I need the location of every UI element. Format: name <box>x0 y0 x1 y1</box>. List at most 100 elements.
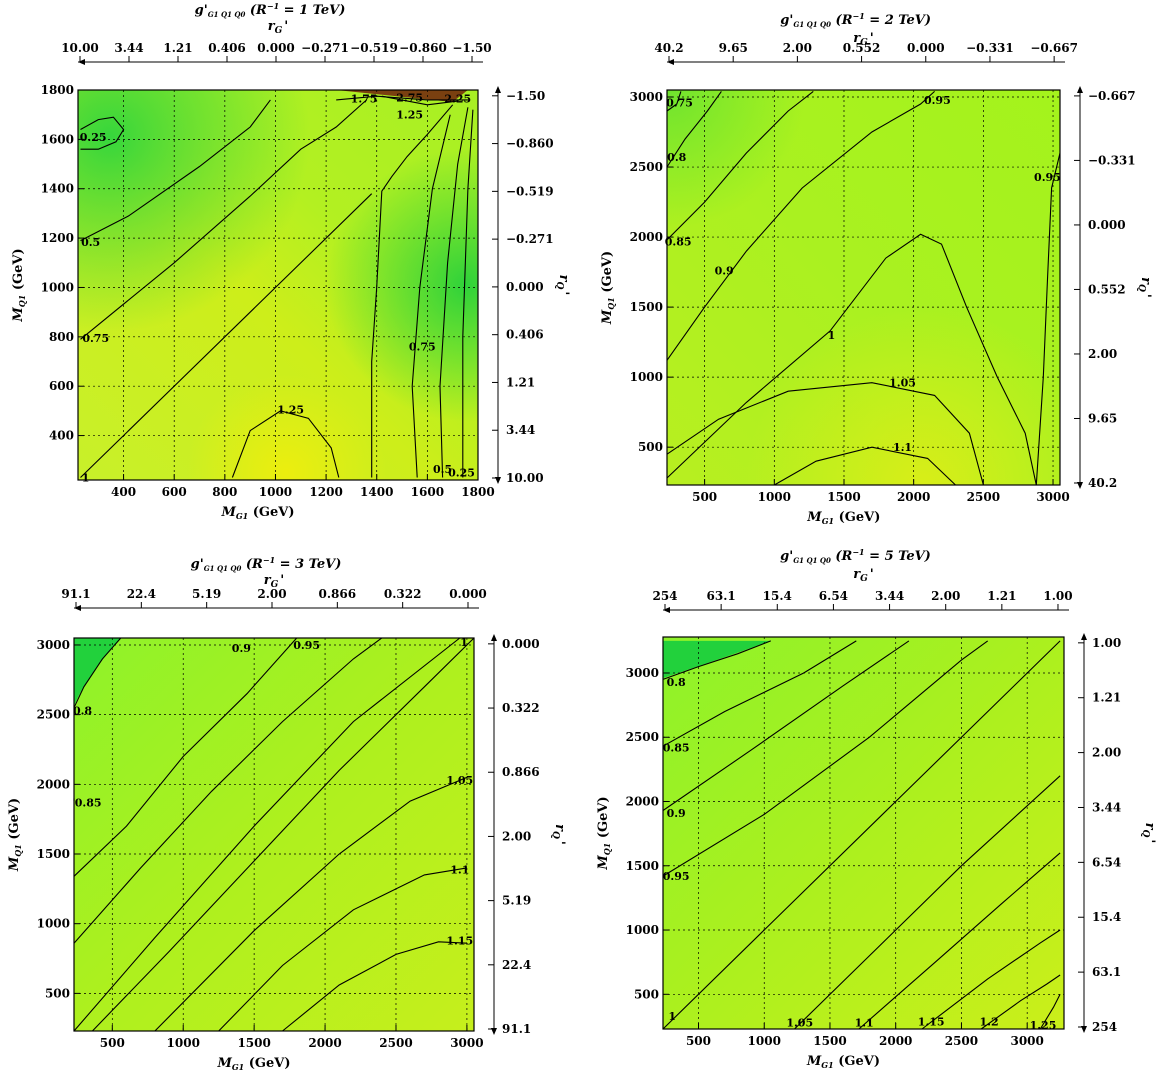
contour-line <box>666 382 984 486</box>
right-tick-label: 5.19 <box>502 894 531 908</box>
y-tick-label: 1500 <box>630 300 663 314</box>
x-tick-label: 1500 <box>827 490 860 504</box>
x-tick-label: 1200 <box>309 485 342 499</box>
top-tick-label: 2.00 <box>931 589 960 603</box>
panel-title-sup: −1 <box>263 555 275 565</box>
panel-title-main: g' <box>780 549 793 564</box>
contour-label: 1.2 <box>979 1015 998 1028</box>
right-axis-arrow <box>491 634 497 641</box>
contour-line <box>231 410 340 478</box>
panel-title-main: g' <box>191 557 204 572</box>
top-tick-label: 6.54 <box>819 589 848 603</box>
contour-label: 0.95 <box>663 870 690 883</box>
top-tick-label: 0.000 <box>907 41 945 55</box>
top-tick-label: 40.2 <box>654 41 683 55</box>
contour-line <box>80 99 271 242</box>
panel-title-sup: −1 <box>853 11 865 21</box>
contour-label: 1.1 <box>893 441 912 454</box>
contour-label: 0.75 <box>666 97 693 110</box>
x-tick-label: 1000 <box>758 490 791 504</box>
top-axis-title-sub: G <box>275 26 283 36</box>
top-tick-label: −0.519 <box>350 41 398 55</box>
contour-label: 0.95 <box>924 94 951 107</box>
x-tick-label: 1000 <box>167 1036 200 1050</box>
y-axis-title-main: M <box>596 855 611 871</box>
top-tick-label: 63.1 <box>707 589 736 603</box>
top-axis-title-main: r <box>264 573 272 588</box>
y-axis-title-unit: (GeV) <box>596 796 611 842</box>
right-axis-arrow <box>495 86 501 93</box>
right-axis-arrow <box>495 477 501 484</box>
right-axis-arrow <box>491 1028 497 1035</box>
contour-panel-2: 0.75 0.8 0.85 0.9 0.95 0.95 1 1.05 1.1 500 1000 150… <box>600 11 1153 526</box>
contour-line <box>662 640 771 680</box>
y-axis-title-main: M <box>7 856 22 872</box>
right-tick-label: 9.65 <box>1088 411 1117 425</box>
contour-line <box>439 107 469 478</box>
right-axis-title-main: r <box>556 275 571 283</box>
top-tick-label: 0.000 <box>257 41 295 55</box>
x-tick-label: 3000 <box>450 1036 483 1050</box>
contour-label: 1.25 <box>277 404 304 417</box>
top-tick-label: 0.322 <box>384 587 422 601</box>
contour-label: 1.1 <box>855 1017 874 1030</box>
panel-title-sub: G1 Q1 Q0 <box>793 556 831 565</box>
contour-label: 1.05 <box>889 377 916 390</box>
y-axis-title-main: M <box>600 309 615 325</box>
right-tick-label: 0.866 <box>502 765 540 779</box>
contour-label: 0.5 <box>81 236 100 249</box>
contour-line <box>73 637 461 1032</box>
top-axis-title-sub: G <box>271 580 279 590</box>
plot-frame <box>73 637 475 1032</box>
right-tick-label: 3.44 <box>506 423 535 437</box>
panel-title-sub: G1 Q1 Q0 <box>208 10 246 19</box>
panel-title-tail: (R <box>831 13 853 28</box>
contour-label: 1.1 <box>450 863 469 876</box>
y-tick-label: 1000 <box>626 923 659 937</box>
contour-line <box>282 941 467 1032</box>
x-tick-label: 2500 <box>379 1036 412 1050</box>
x-tick-label: 2000 <box>897 490 930 504</box>
panel-title-end: = 1 TeV) <box>279 3 345 18</box>
x-tick-label: 600 <box>162 485 187 499</box>
y-axis-title-sub: Q1 <box>606 297 616 310</box>
x-tick-label: 1000 <box>748 1034 781 1048</box>
contour-label: 0.25 <box>448 467 475 480</box>
contour-label: 0.8 <box>667 676 686 689</box>
right-tick-label: −0.519 <box>506 184 554 198</box>
top-tick-label: 1.21 <box>163 41 192 55</box>
right-tick-label: −0.667 <box>1088 89 1136 103</box>
right-tick-label: 0.000 <box>506 280 544 294</box>
right-axis-title-prime: ' <box>556 291 571 295</box>
x-tick-label: 2500 <box>967 490 1000 504</box>
y-tick-label: 2500 <box>630 160 663 174</box>
contour-label: 0.9 <box>715 265 734 278</box>
contour-line <box>662 640 1061 1030</box>
top-tick-label: 1.21 <box>987 589 1016 603</box>
contour-label: 2.75 <box>396 91 423 104</box>
x-axis-title-unit: (GeV) <box>248 505 294 520</box>
plot-frame <box>662 636 1065 1030</box>
contour-label: 1.25 <box>1030 1019 1057 1032</box>
contour-label: 1 <box>828 329 836 342</box>
right-axis-title: rQ' <box>554 275 571 296</box>
top-tick-label: 10.00 <box>61 41 99 55</box>
top-axis-title: rG ' <box>853 567 874 584</box>
top-tick-label: 2.00 <box>257 587 286 601</box>
right-axis-title-prime: ' <box>1138 294 1153 298</box>
panel-title-sup: −1 <box>267 1 279 11</box>
x-axis-title-main: M <box>216 1056 232 1071</box>
right-axis-arrow <box>1081 633 1087 640</box>
y-tick-label: 2500 <box>37 708 70 722</box>
x-axis-title-sub: G1 <box>822 516 834 526</box>
contour-label: 0.8 <box>667 151 686 164</box>
contour-line <box>80 116 125 150</box>
x-tick-label: 500 <box>100 1036 125 1050</box>
top-tick-label: 0.406 <box>208 41 246 55</box>
y-axis-title: MQ1 (GeV) <box>11 248 27 322</box>
y-tick-label: 2000 <box>630 230 663 244</box>
y-tick-label: 1800 <box>41 83 74 97</box>
x-tick-label: 400 <box>111 485 136 499</box>
top-tick-label: 2.00 <box>783 41 812 55</box>
contour-line <box>381 95 458 106</box>
